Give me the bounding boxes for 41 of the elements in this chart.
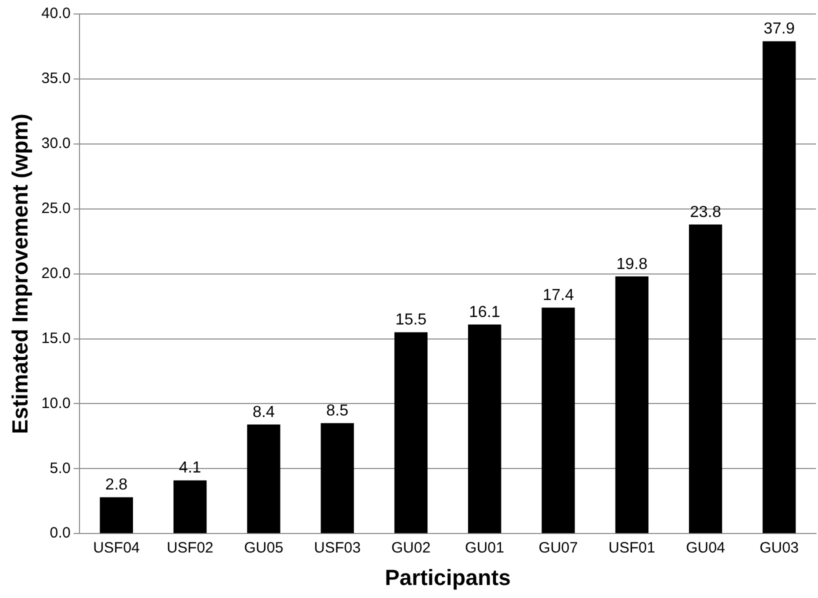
data-label: 37.9	[764, 20, 795, 38]
bar	[173, 480, 207, 534]
y-tick-label: 30.0	[41, 135, 71, 152]
y-tick-label: 35.0	[41, 70, 71, 88]
x-tick-label: USF02	[166, 540, 214, 557]
x-tick-label: USF01	[608, 540, 656, 557]
y-axis-title: Estimated Improvement (wpm)	[7, 114, 32, 434]
x-tick-label: GU02	[391, 540, 431, 557]
x-tick-label: GU05	[244, 540, 284, 557]
x-tick-label: GU03	[760, 540, 799, 557]
y-tick-label: 10.0	[41, 394, 71, 412]
data-label: 8.5	[326, 402, 349, 420]
y-tick-label: 20.0	[41, 264, 71, 282]
data-label: 16.1	[469, 304, 500, 321]
data-label: 23.8	[690, 204, 722, 221]
x-axis-title: Participants	[384, 564, 511, 590]
y-tick-label: 0.0	[50, 524, 71, 542]
data-label: 2.8	[105, 476, 128, 494]
x-tick-label: GU01	[465, 540, 504, 557]
data-label: 15.5	[395, 312, 427, 329]
x-tick-label: USF03	[314, 540, 361, 557]
data-label: 4.1	[178, 460, 202, 477]
y-tick-label: 5.0	[50, 460, 71, 477]
bar	[615, 276, 648, 534]
bar	[542, 308, 575, 534]
y-tick-label: 40.0	[41, 5, 71, 22]
bar	[394, 332, 428, 534]
x-tick-label: USF04	[93, 540, 140, 557]
data-label: 19.8	[616, 256, 648, 273]
y-tick-label: 25.0	[41, 200, 71, 217]
bar	[762, 41, 796, 534]
bar	[468, 324, 502, 534]
bar	[688, 224, 722, 534]
x-tick-label: GU07	[538, 540, 578, 557]
bar	[320, 423, 354, 534]
bar	[100, 497, 133, 534]
y-tick-label: 15.0	[41, 330, 71, 347]
x-tick-label: GU04	[686, 540, 726, 557]
bar	[247, 424, 280, 534]
data-label: 8.4	[252, 404, 275, 421]
data-label: 17.4	[542, 286, 574, 304]
